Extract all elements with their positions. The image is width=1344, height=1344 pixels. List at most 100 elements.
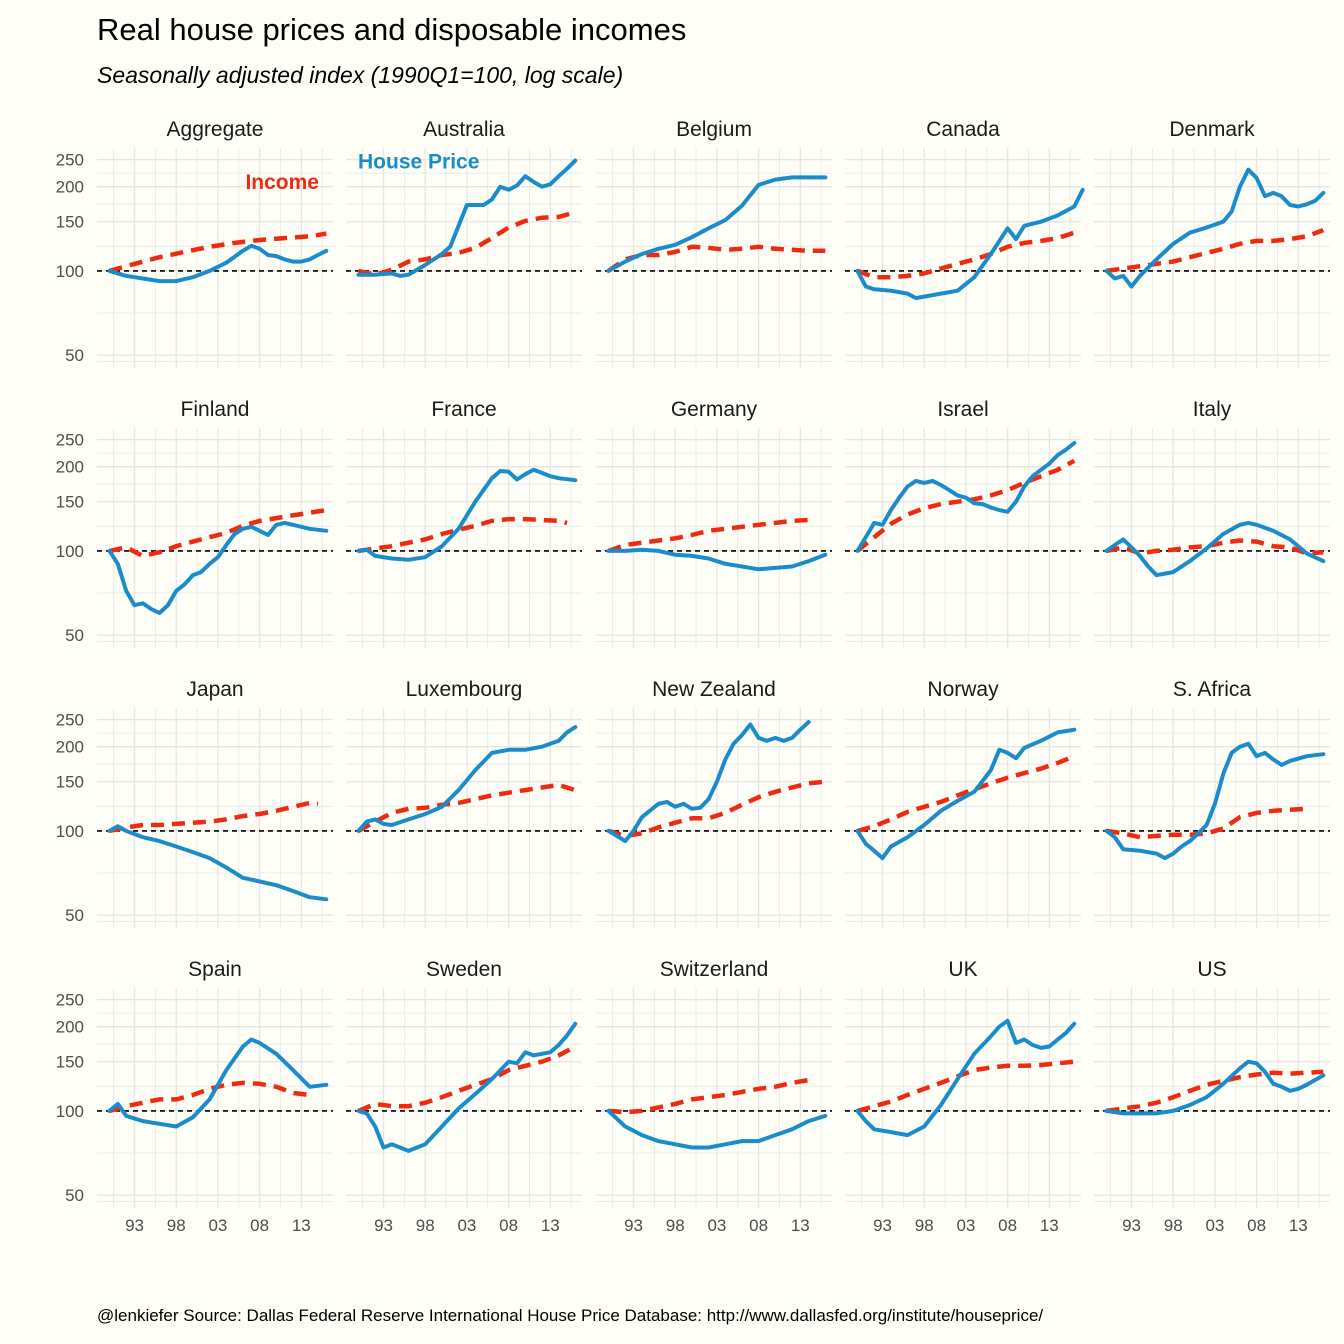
income-line: [856, 1059, 1075, 1114]
house-price-line: [855, 1018, 1077, 1138]
y-tick-label: 50: [65, 906, 84, 925]
x-tick-label: 13: [292, 1216, 311, 1235]
panel-title: New Zealand: [652, 678, 776, 701]
house-price-line: [107, 824, 329, 902]
y-tick-label: 250: [56, 991, 84, 1010]
panel-title: Belgium: [676, 118, 752, 141]
income-line: [608, 1077, 810, 1115]
house-price-line: [606, 720, 811, 844]
y-tick-label: 200: [56, 1018, 84, 1037]
house-price-line: [356, 1021, 578, 1153]
house-price-line: [107, 243, 329, 284]
y-tick-label: 150: [56, 213, 84, 232]
y-tick-label: 100: [56, 1102, 84, 1121]
panel-title: Aggregate: [167, 118, 264, 141]
y-tick-label: 150: [56, 1053, 84, 1072]
income-line: [607, 517, 809, 554]
income-line: [358, 516, 568, 554]
y-tick-label: 150: [56, 773, 84, 792]
panel-title: UK: [948, 958, 977, 981]
income-line: [357, 1044, 577, 1113]
house-price-line: [606, 1108, 828, 1150]
x-tick-label: 08: [749, 1216, 768, 1235]
house-price-line: [356, 467, 578, 562]
panel-canada: Canada: [845, 118, 1085, 368]
y-tick-label: 250: [56, 431, 84, 450]
panel-title: Italy: [1193, 398, 1232, 421]
panel-sweden: Sweden 93 98 03 08 13: [346, 958, 582, 1235]
house-price-line: [107, 520, 329, 615]
panel-luxembourg: Luxembourg: [346, 678, 582, 928]
house-price-line: [356, 158, 578, 278]
house-price-line: [107, 1037, 329, 1129]
income-line: [607, 244, 826, 273]
income-line: [1106, 1069, 1324, 1114]
house-price-line: [356, 725, 578, 833]
house-price-line: [606, 547, 828, 572]
income-line: [856, 230, 1075, 280]
panel-denmark: Denmark: [1094, 118, 1330, 368]
income-line: [357, 782, 576, 833]
income-line: [109, 800, 319, 834]
y-tick-label: 50: [65, 626, 84, 645]
x-tick-label: 03: [1205, 1216, 1224, 1235]
panel-s-africa: S. Africa: [1094, 678, 1330, 928]
panel-title: Denmark: [1169, 118, 1255, 141]
panel-france: France: [346, 398, 582, 648]
panel-us: US 93 98 03 08 13: [1094, 958, 1330, 1235]
income-line: [607, 779, 826, 839]
house-price-line: [1104, 520, 1326, 578]
panel-uk: UK 93 98 03 08 13: [845, 958, 1081, 1235]
x-tick-label: 98: [167, 1216, 186, 1235]
panel-spain: Spain 50 100 150 200 250 93 98 03 08 13: [56, 958, 333, 1235]
panel-title: Canada: [926, 118, 1000, 141]
panel-japan: Japan 50 100 150 200 250: [56, 678, 333, 928]
house-price-line: [855, 441, 1077, 553]
panel-title: US: [1197, 958, 1226, 981]
income-line: [109, 507, 327, 559]
income-annotation: Income: [245, 171, 319, 194]
chart-subtitle: Seasonally adjusted index (1990Q1=100, l…: [97, 62, 624, 88]
panel-title: Switzerland: [660, 958, 769, 981]
panel-title: Sweden: [426, 958, 502, 981]
panel-finland: Finland 50 100 150 200 250: [56, 398, 333, 648]
y-tick-label: 50: [65, 346, 84, 365]
y-tick-label: 200: [56, 178, 84, 197]
x-tick-label: 93: [125, 1216, 144, 1235]
x-tick-label: 08: [1247, 1216, 1266, 1235]
x-tick-label: 13: [791, 1216, 810, 1235]
x-tick-label: 98: [666, 1216, 685, 1235]
x-tick-label: 98: [416, 1216, 435, 1235]
y-tick-label: 250: [56, 711, 84, 730]
house-price-line: [855, 727, 1077, 861]
x-tick-label: 13: [1289, 1216, 1308, 1235]
panel-belgium: Belgium: [596, 118, 832, 368]
panel-israel: Israel: [845, 398, 1081, 648]
y-tick-label: 200: [56, 738, 84, 757]
x-tick-label: 03: [956, 1216, 975, 1235]
house-price-line: [1104, 741, 1326, 861]
x-tick-label: 98: [915, 1216, 934, 1235]
panel-title: S. Africa: [1173, 678, 1252, 701]
y-tick-label: 150: [56, 493, 84, 512]
panel-title: Australia: [423, 118, 505, 141]
x-tick-label: 03: [208, 1216, 227, 1235]
chart-title: Real house prices and disposable incomes: [97, 12, 687, 47]
x-tick-label: 08: [998, 1216, 1017, 1235]
panel-norway: Norway: [845, 678, 1081, 928]
x-tick-label: 13: [1040, 1216, 1059, 1235]
y-tick-label: 50: [65, 1186, 84, 1205]
panel-new-zealand: New Zealand: [596, 678, 832, 928]
panel-aggregate: Aggregate 50 100 150 200 250: [56, 118, 333, 368]
income-line: [358, 210, 576, 277]
income-line: [108, 231, 327, 274]
income-line: [856, 754, 1076, 834]
x-tick-label: 93: [374, 1216, 393, 1235]
house-price-annotation: House Price: [358, 151, 479, 174]
income-line: [856, 458, 1076, 553]
panel-title: Spain: [188, 958, 242, 981]
x-tick-label: 13: [541, 1216, 560, 1235]
panel-title: Luxembourg: [406, 678, 523, 701]
income-line: [1106, 227, 1325, 274]
